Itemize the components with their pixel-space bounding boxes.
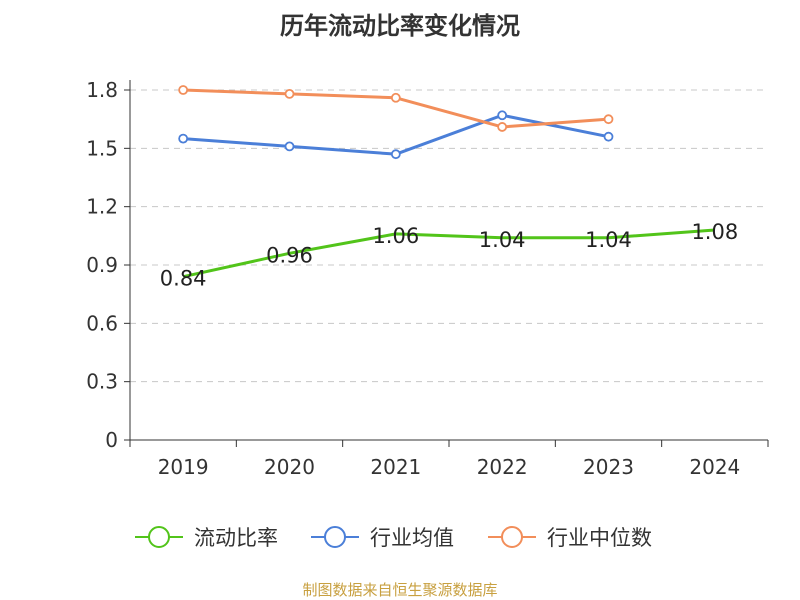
data-label: 1.04 bbox=[479, 228, 526, 252]
data-point bbox=[178, 133, 189, 144]
x-tick-label: 2022 bbox=[477, 455, 528, 479]
data-point bbox=[284, 141, 295, 152]
data-point bbox=[284, 88, 295, 99]
data-point bbox=[497, 122, 508, 132]
data-point bbox=[390, 92, 401, 103]
source-note: 制图数据来自恒生聚源数据库 bbox=[302, 581, 498, 599]
x-tick-label: 2021 bbox=[370, 455, 421, 479]
data-labels: 0.84 0.96 1.06 1.04 1.04 1.08 bbox=[160, 220, 738, 291]
axes: 0 0.3 0.6 0.9 1.2 1.5 1.8 2019 2020 2021 2022 2023 2… bbox=[86, 78, 769, 479]
data-point bbox=[390, 149, 401, 160]
y-tick-label: 1.2 bbox=[86, 195, 118, 219]
legend-label: 行业中位数 bbox=[547, 526, 652, 550]
y-tick-label: 1.8 bbox=[86, 78, 118, 102]
x-tick-label: 2024 bbox=[689, 455, 740, 479]
grid-lines bbox=[130, 89, 768, 383]
data-point bbox=[497, 110, 508, 121]
legend-label: 行业均值 bbox=[370, 526, 454, 550]
y-tick-label: 1.5 bbox=[86, 136, 118, 160]
data-point bbox=[603, 114, 614, 125]
y-tick-label: 0.6 bbox=[86, 311, 118, 335]
legend-item[interactable]: 行业中位数 bbox=[488, 526, 652, 550]
x-tick-label: 2023 bbox=[583, 455, 634, 479]
data-label: 0.96 bbox=[266, 243, 313, 267]
series-lines bbox=[178, 85, 715, 279]
series-line-0 bbox=[182, 228, 715, 279]
legend-marker bbox=[148, 526, 170, 548]
data-label: 1.04 bbox=[585, 228, 632, 252]
legend-label: 流动比率 bbox=[194, 526, 278, 550]
data-point bbox=[603, 131, 614, 142]
legend[interactable]: 流动比率 行业均值 行业中位数 bbox=[135, 526, 652, 550]
data-label: 1.08 bbox=[691, 220, 738, 244]
x-tick-label: 2019 bbox=[158, 455, 209, 479]
chart-title: 历年流动比率变化情况 bbox=[280, 12, 520, 40]
y-tick-label: 0.3 bbox=[86, 370, 118, 394]
data-label: 1.06 bbox=[372, 224, 419, 248]
x-tick-label: 2020 bbox=[264, 455, 315, 479]
y-tick-label: 0.9 bbox=[86, 253, 118, 277]
legend-item[interactable]: 流动比率 bbox=[135, 526, 278, 550]
legend-marker bbox=[501, 526, 523, 548]
legend-item[interactable]: 行业均值 bbox=[311, 526, 454, 550]
data-label: 0.84 bbox=[160, 267, 207, 291]
data-point bbox=[178, 85, 189, 95]
y-tick-label: 0 bbox=[105, 428, 118, 452]
legend-marker bbox=[324, 526, 346, 548]
